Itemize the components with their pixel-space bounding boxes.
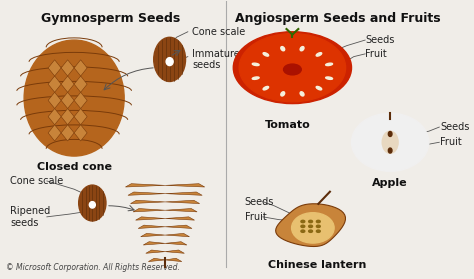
Circle shape [301, 220, 305, 223]
Ellipse shape [316, 53, 322, 56]
Polygon shape [165, 225, 192, 229]
Circle shape [301, 225, 305, 227]
Text: Immature
seeds: Immature seeds [192, 49, 240, 70]
Ellipse shape [252, 77, 259, 80]
Text: Fruit: Fruit [245, 212, 266, 222]
Ellipse shape [316, 86, 322, 90]
Polygon shape [61, 76, 74, 92]
Polygon shape [165, 234, 190, 237]
Polygon shape [165, 192, 202, 195]
Polygon shape [133, 209, 165, 212]
Circle shape [233, 32, 352, 104]
Polygon shape [48, 109, 61, 125]
Circle shape [301, 230, 305, 232]
Polygon shape [141, 234, 165, 237]
Circle shape [309, 230, 312, 232]
Text: Seeds: Seeds [245, 197, 274, 207]
Text: Angiosperm Seeds and Fruits: Angiosperm Seeds and Fruits [235, 13, 441, 25]
Polygon shape [165, 184, 205, 187]
Polygon shape [128, 192, 165, 195]
Circle shape [316, 230, 320, 232]
Ellipse shape [79, 185, 106, 221]
Text: Fruit: Fruit [440, 137, 462, 147]
Polygon shape [48, 125, 61, 141]
Ellipse shape [382, 131, 398, 153]
Circle shape [283, 64, 301, 75]
Circle shape [316, 225, 320, 227]
Polygon shape [48, 60, 61, 76]
Ellipse shape [166, 58, 173, 66]
Text: Ripened
seeds: Ripened seeds [10, 206, 51, 228]
Ellipse shape [300, 92, 304, 96]
Polygon shape [165, 250, 184, 253]
Polygon shape [143, 242, 165, 245]
Ellipse shape [292, 213, 334, 243]
Polygon shape [74, 92, 87, 109]
Ellipse shape [239, 33, 346, 102]
Ellipse shape [388, 131, 392, 136]
Polygon shape [74, 125, 87, 141]
Circle shape [309, 225, 312, 227]
Ellipse shape [326, 77, 333, 80]
Text: Gymnosperm Seeds: Gymnosperm Seeds [41, 13, 180, 25]
Text: Tomato: Tomato [265, 120, 311, 130]
Text: Chinese lantern: Chinese lantern [268, 260, 366, 270]
Text: Cone scale: Cone scale [192, 27, 246, 37]
Text: Fruit: Fruit [365, 49, 387, 59]
Polygon shape [130, 200, 165, 204]
Ellipse shape [352, 113, 429, 171]
Text: Apple: Apple [373, 178, 408, 188]
Polygon shape [48, 76, 61, 92]
Polygon shape [61, 125, 74, 141]
Circle shape [316, 220, 320, 223]
Polygon shape [136, 217, 165, 220]
Polygon shape [165, 242, 187, 245]
Ellipse shape [281, 47, 285, 51]
Polygon shape [61, 92, 74, 109]
Circle shape [309, 220, 312, 223]
Polygon shape [165, 217, 194, 220]
Polygon shape [74, 76, 87, 92]
Ellipse shape [252, 63, 259, 66]
Ellipse shape [24, 40, 124, 156]
Polygon shape [74, 109, 87, 125]
Polygon shape [138, 225, 165, 229]
Polygon shape [48, 92, 61, 109]
Ellipse shape [89, 202, 95, 208]
Polygon shape [61, 109, 74, 125]
Text: Cone scale: Cone scale [10, 176, 64, 186]
Text: Seeds: Seeds [365, 35, 394, 45]
Polygon shape [165, 258, 182, 262]
Ellipse shape [326, 63, 333, 66]
Polygon shape [165, 209, 197, 212]
Ellipse shape [388, 148, 392, 153]
Polygon shape [148, 258, 165, 262]
Text: Closed cone: Closed cone [36, 162, 112, 172]
Ellipse shape [281, 92, 285, 96]
Text: © Microsoft Corporation. All Rights Reserved.: © Microsoft Corporation. All Rights Rese… [6, 263, 180, 272]
Polygon shape [165, 200, 200, 204]
Polygon shape [126, 184, 165, 187]
Ellipse shape [154, 37, 185, 81]
Polygon shape [146, 250, 165, 253]
Polygon shape [74, 60, 87, 76]
Text: Seeds: Seeds [440, 122, 470, 132]
Polygon shape [276, 204, 346, 247]
Ellipse shape [263, 86, 269, 90]
Polygon shape [61, 60, 74, 76]
Ellipse shape [300, 47, 304, 51]
Ellipse shape [263, 53, 269, 56]
